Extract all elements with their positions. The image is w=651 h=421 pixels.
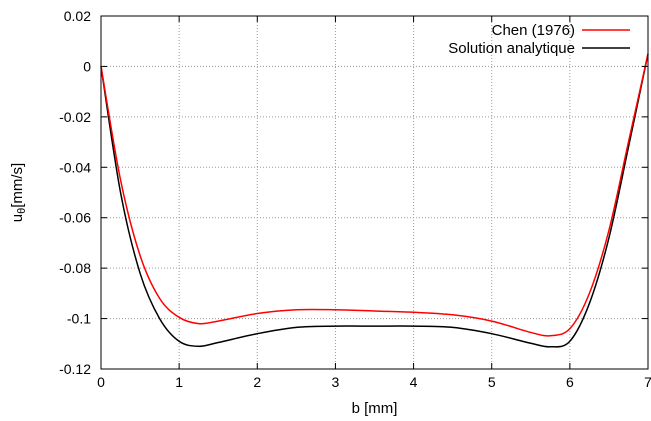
y-tick-label: 0	[83, 58, 91, 74]
y-tick-label: -0.1	[67, 311, 91, 327]
x-tick-label: 0	[97, 374, 105, 390]
x-axis-label: b [mm]	[352, 400, 398, 417]
y-tick-label: -0.02	[59, 109, 91, 125]
legend-label-chen: Chen (1976)	[492, 22, 575, 39]
series-lines	[100, 53, 649, 348]
axis-ticks	[100, 15, 649, 370]
y-axis-label-sub: θ	[16, 208, 28, 214]
grid-lines	[101, 16, 648, 369]
y-axis-label-unit: [mm/s]	[9, 163, 26, 208]
y-tick-label: 0.02	[64, 8, 91, 24]
x-tick-label: 5	[488, 374, 496, 390]
y-tick-label: -0.08	[59, 260, 91, 276]
x-tick-label: 7	[644, 374, 651, 390]
x-tick-label: 4	[410, 374, 418, 390]
y-axis-label: uθ[mm/s]	[9, 163, 28, 222]
plot-frame	[100, 15, 649, 370]
y-tick-labels: 0.02 0 -0.02 -0.04 -0.06 -0.08 -0.1 -0.12	[59, 8, 91, 377]
legend-label-analytique: Solution analytique	[448, 40, 575, 57]
x-tick-labels: 0 1 2 3 4 5 6 7	[97, 374, 651, 390]
x-tick-label: 3	[332, 374, 340, 390]
y-axis-label-main: u	[9, 214, 26, 222]
series-line-analytique	[100, 53, 649, 348]
x-tick-label: 1	[175, 374, 183, 390]
y-tick-label: -0.06	[59, 210, 91, 226]
series-line-chen	[100, 53, 649, 337]
y-tick-label: -0.04	[59, 159, 91, 175]
x-tick-label: 2	[253, 374, 261, 390]
legend: Chen (1976) Solution analytique	[448, 22, 630, 57]
y-tick-label: -0.12	[59, 361, 91, 377]
x-tick-label: 6	[566, 374, 574, 390]
